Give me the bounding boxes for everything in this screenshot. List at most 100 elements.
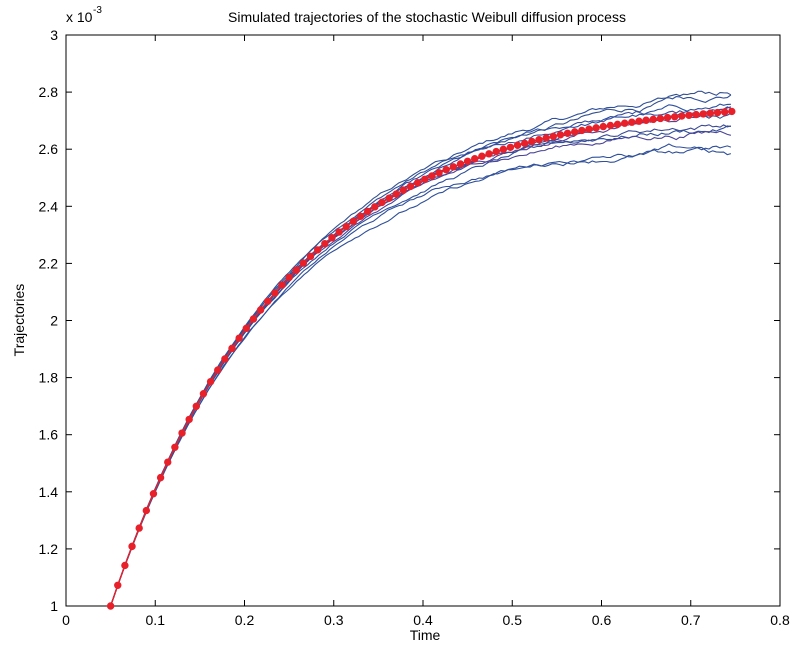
mean-point	[571, 128, 579, 136]
mean-point	[121, 561, 129, 570]
mean-point	[221, 355, 229, 363]
mean-point	[256, 306, 265, 314]
mean-point	[642, 116, 650, 124]
y-tick-label: 1.4	[39, 484, 59, 500]
mean-point	[449, 163, 458, 171]
mean-point	[199, 390, 208, 398]
y-tick-label: 1	[50, 598, 58, 614]
mean-point	[171, 443, 179, 451]
mean-point	[228, 344, 236, 353]
mean-point	[349, 217, 358, 226]
mean-point	[299, 259, 308, 267]
y-tick-label: 2.4	[39, 198, 59, 214]
mean-point	[242, 324, 250, 333]
mean-point	[513, 141, 522, 149]
trajectory-line	[110, 130, 732, 607]
mean-point	[492, 147, 500, 156]
mean-point	[563, 129, 572, 137]
mean-point	[485, 150, 493, 158]
mean-point	[235, 334, 243, 342]
x-tick-label: 0.6	[592, 612, 612, 628]
mean-point	[421, 175, 429, 183]
y-tick-label: 1.6	[39, 427, 59, 443]
y-tick-label: 1.8	[39, 370, 59, 386]
mean-point	[699, 110, 707, 118]
mean-point	[635, 117, 643, 125]
mean-point	[463, 157, 472, 165]
x-tick-label: 0.5	[503, 612, 523, 628]
mean-point	[371, 203, 379, 211]
mean-point	[670, 113, 679, 121]
mean-point	[621, 119, 629, 127]
y-multiplier-label: x 10	[66, 9, 93, 25]
mean-point	[478, 152, 486, 160]
mean-point	[556, 131, 565, 139]
mean-point	[521, 139, 529, 148]
mean-point	[678, 112, 686, 120]
mean-point	[720, 108, 729, 116]
mean-point	[685, 111, 693, 119]
y-axis-label: Trajectories	[11, 284, 27, 357]
mean-point	[178, 429, 186, 437]
mean-point	[592, 124, 600, 132]
mean-point	[306, 252, 315, 261]
mean-point	[713, 108, 722, 117]
y-tick-label: 3	[50, 27, 58, 43]
x-tick-label: 0.8	[770, 612, 790, 628]
mean-point	[214, 366, 222, 374]
mean-point	[271, 289, 279, 297]
mean-point	[406, 182, 415, 191]
x-tick-label: 0.2	[235, 612, 255, 628]
mean-point	[428, 172, 436, 180]
mean-point	[363, 207, 372, 216]
mean-point	[413, 179, 422, 187]
mean-point	[528, 137, 536, 146]
mean-point	[535, 135, 543, 144]
mean-point	[292, 266, 300, 274]
y-tick-label: 2.6	[39, 141, 59, 157]
trajectory-line	[110, 94, 732, 607]
mean-point	[185, 415, 193, 424]
mean-point	[599, 122, 607, 131]
mean-point	[342, 222, 350, 231]
mean-point	[385, 194, 393, 202]
mean-point	[313, 246, 322, 254]
chart-title: Simulated trajectories of the stochastic…	[228, 9, 626, 25]
mean-point	[249, 315, 258, 323]
mean-point	[549, 132, 558, 141]
mean-point	[149, 490, 158, 498]
mean-point	[378, 198, 386, 207]
mean-point	[442, 166, 450, 174]
mean-point	[656, 114, 665, 123]
mean-point	[542, 134, 550, 142]
mean-point	[278, 281, 286, 289]
x-tick-label: 0.4	[413, 612, 433, 628]
mean-point	[728, 107, 736, 116]
x-axis-label: Time	[410, 627, 441, 643]
mean-point	[613, 120, 622, 129]
mean-point	[164, 458, 172, 466]
mean-point	[356, 212, 365, 221]
y-tick-label: 2.8	[39, 84, 59, 100]
mean-point	[321, 240, 329, 248]
mean-point	[649, 115, 657, 124]
mean-point	[264, 297, 272, 306]
x-tick-label: 0.1	[146, 612, 166, 628]
x-tick-label: 0.3	[324, 612, 344, 628]
mean-point	[392, 190, 400, 198]
mean-point	[499, 145, 508, 154]
mean-point	[578, 126, 586, 135]
mean-point	[285, 273, 293, 282]
plot-area: 0 0.1 0.2 0.3 0.4 0.5 0.6 0.7 0.8 1 1.2 1.4 1.6 1.8 2 2…	[39, 27, 790, 628]
y-tick-label: 2.2	[39, 255, 59, 271]
x-tick-label: 0.7	[681, 612, 701, 628]
mean-point	[628, 118, 636, 126]
mean-point	[435, 169, 443, 177]
mean-point	[585, 125, 593, 133]
mean-point	[128, 542, 136, 551]
mean-point	[192, 402, 201, 410]
mean-point	[335, 228, 343, 236]
mean-point	[506, 143, 515, 151]
mean-point	[399, 186, 408, 194]
